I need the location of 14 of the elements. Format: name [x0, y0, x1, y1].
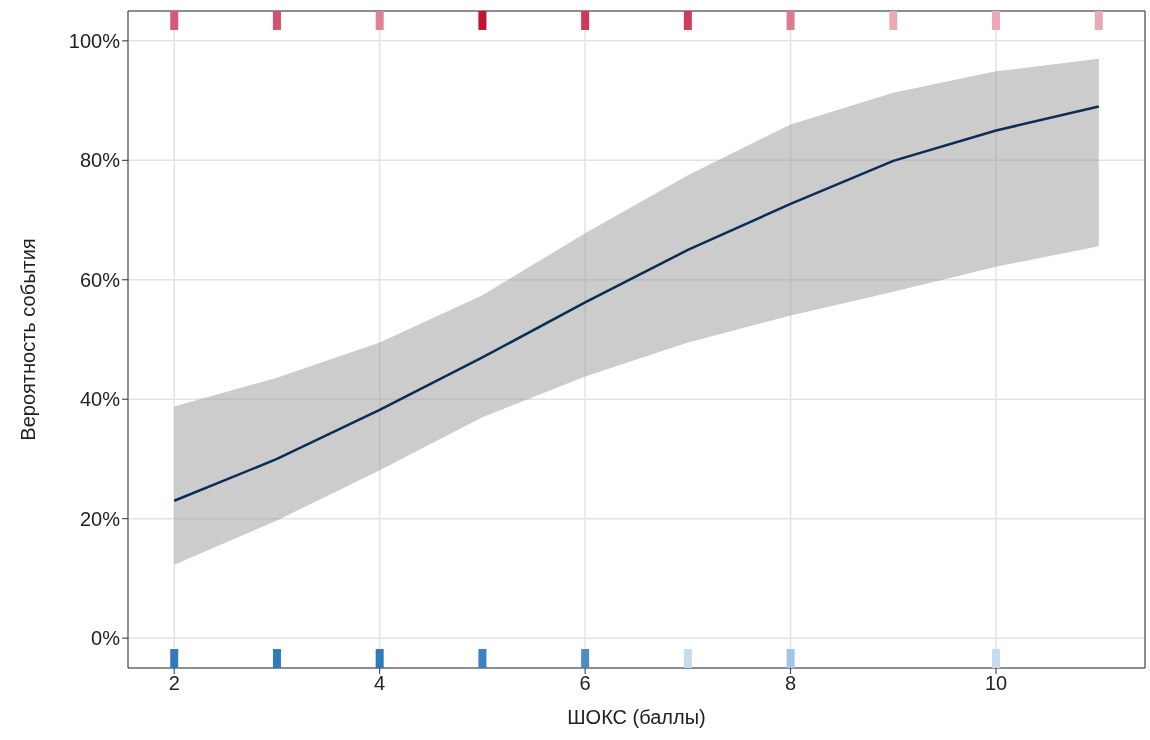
y-tick-label: 60%	[79, 268, 121, 291]
y-tick-label: 40%	[79, 388, 121, 411]
y-axis-title: Вероятность события	[17, 238, 40, 441]
x-axis-title: ШОКС (баллы)	[567, 706, 706, 728]
y-tick-label: 20%	[79, 507, 121, 530]
x-tick-label: 8	[785, 672, 797, 695]
x-tick-label: 10	[984, 672, 1008, 695]
y-tick-label: 0%	[91, 627, 121, 650]
y-tick-label: 100%	[68, 29, 121, 52]
x-tick-label: 2	[168, 672, 180, 695]
line-series	[172, 105, 1101, 503]
y-tick-label: 80%	[79, 149, 121, 172]
x-tick-label: 4	[374, 672, 386, 695]
x-tick-label: 6	[579, 672, 591, 695]
